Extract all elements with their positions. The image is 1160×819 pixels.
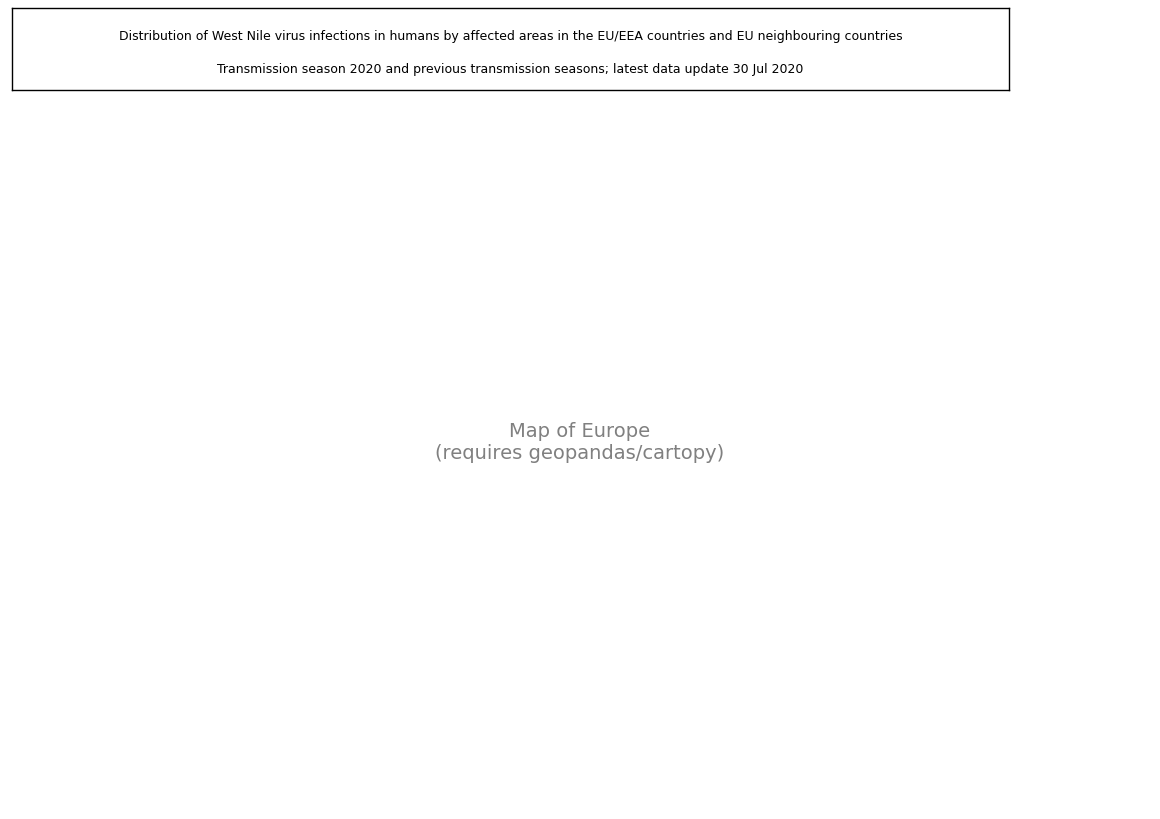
Text: Map of Europe
(requires geopandas/cartopy): Map of Europe (requires geopandas/cartop… [435,422,725,463]
Text: Distribution of West Nile virus infections in humans by affected areas in the EU: Distribution of West Nile virus infectio… [118,30,902,43]
Text: Transmission season 2020 and previous transmission seasons; latest data update 3: Transmission season 2020 and previous tr… [217,63,804,76]
